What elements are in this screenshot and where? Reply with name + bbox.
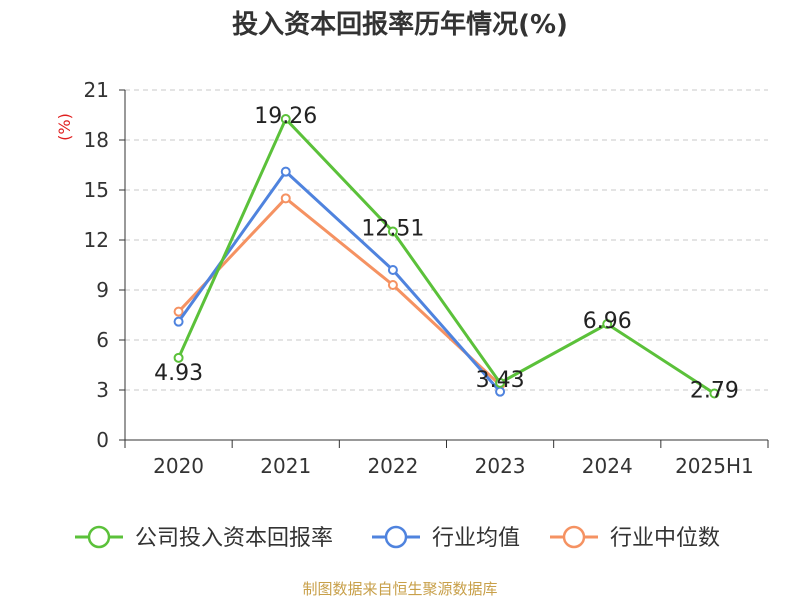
gridlines — [125, 89, 768, 391]
series-line — [177, 117, 716, 395]
y-tick-label: 3 — [96, 378, 109, 402]
data-point — [173, 316, 184, 327]
data-point — [280, 193, 291, 204]
data-label: 12.51 — [361, 217, 424, 242]
data-label: 2.79 — [690, 379, 739, 404]
x-tick-label: 2020 — [153, 454, 204, 478]
data-point — [602, 319, 613, 329]
x-tick-label: 2021 — [260, 454, 311, 478]
data-label: 6.96 — [583, 309, 632, 334]
data-point — [495, 377, 506, 388]
legend-marker — [384, 525, 408, 549]
y-axis-label: (%) — [55, 113, 74, 141]
data-label: 3.43 — [476, 368, 525, 393]
series-line — [177, 170, 502, 393]
data-point — [280, 114, 291, 124]
data-point — [280, 166, 291, 177]
data-point — [387, 280, 398, 290]
y-tick-label: 12 — [84, 228, 109, 252]
data-point — [709, 388, 720, 399]
series-line — [177, 196, 502, 387]
axes: 0 3 6 9 12 15 18 21 (%) 2020 2021 2022 2023 2024 2025H… — [55, 78, 769, 478]
legend-label: 公司投入资本回报率 — [135, 526, 333, 551]
data-label: 4.93 — [154, 361, 203, 386]
data-point — [387, 226, 398, 237]
y-tick-label: 0 — [96, 428, 109, 452]
y-tick-label: 9 — [96, 278, 109, 302]
chart-title: 投入资本回报率历年情况(%) — [232, 10, 568, 40]
y-tick-label: 6 — [96, 328, 109, 352]
data-label: 19.26 — [254, 104, 317, 129]
data-labels: 4.93 19.26 12.51 3.43 6.96 2.79 — [154, 104, 739, 404]
x-tick-label: 2025H1 — [675, 454, 754, 478]
y-tick-label: 21 — [84, 78, 109, 102]
series-lines — [173, 114, 720, 399]
y-tick-label: 18 — [84, 128, 109, 152]
data-point — [173, 352, 184, 363]
y-tick-label: 15 — [84, 178, 109, 202]
legend-label: 行业均值 — [432, 526, 520, 551]
data-source-note: 制图数据来自恒生聚源数据库 — [302, 580, 498, 598]
legend-marker — [562, 525, 586, 549]
x-tick-label: 2024 — [582, 454, 633, 478]
legend-label: 行业中位数 — [610, 526, 720, 551]
x-tick-label: 2023 — [475, 454, 526, 478]
legend-marker — [87, 525, 111, 549]
data-point — [173, 306, 184, 317]
legend: 公司投入资本回报率 行业均值 行业中位数 — [75, 525, 720, 551]
data-point — [387, 265, 398, 275]
x-tick-label: 2022 — [367, 454, 418, 478]
